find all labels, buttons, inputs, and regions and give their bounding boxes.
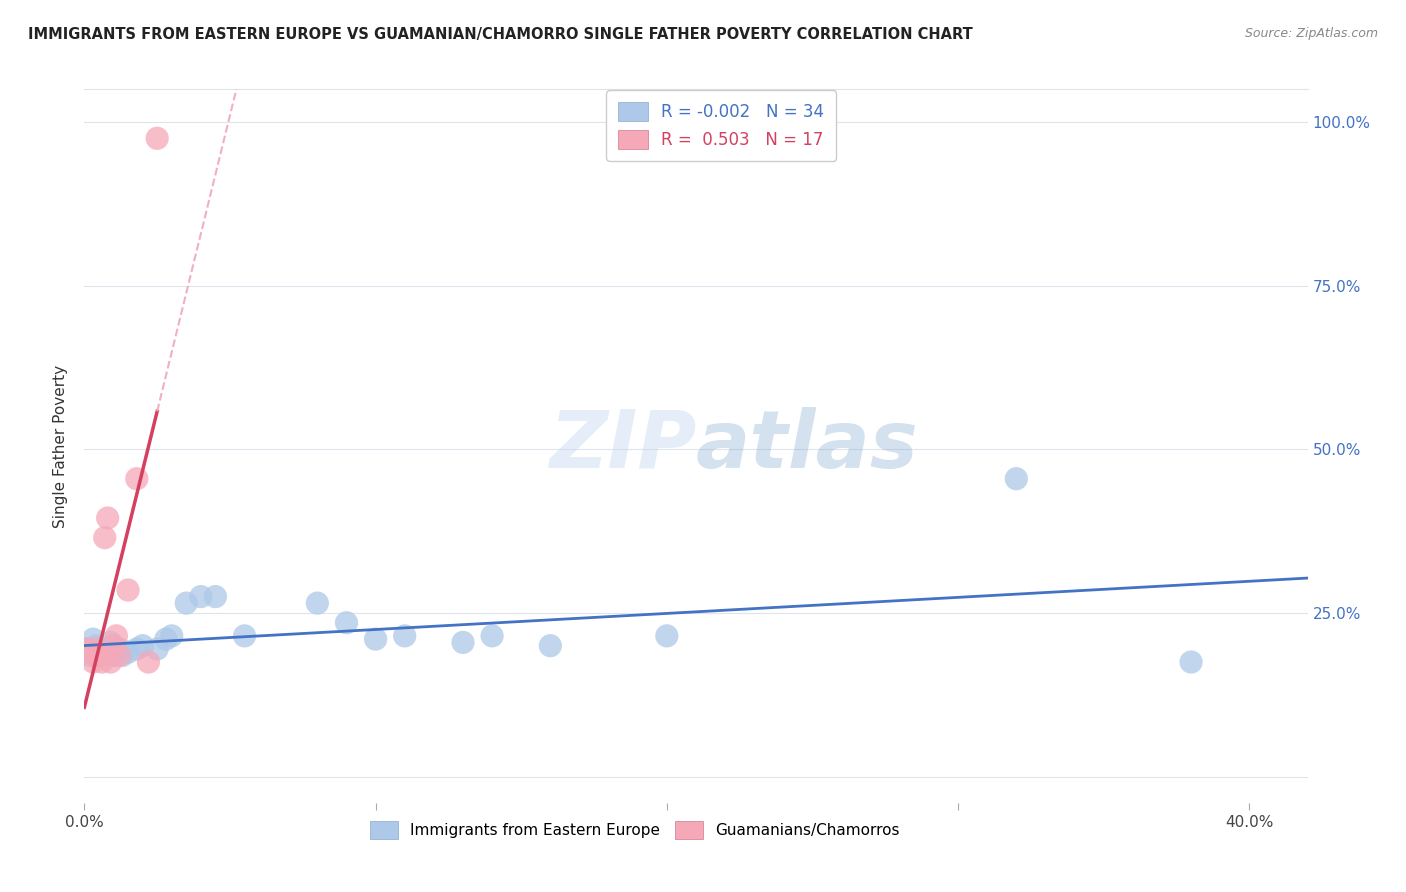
Point bbox=[138, 655, 160, 669]
Point bbox=[97, 511, 120, 525]
Point bbox=[394, 629, 416, 643]
Point bbox=[82, 632, 104, 647]
Point bbox=[364, 632, 387, 647]
Point bbox=[93, 642, 115, 657]
Point bbox=[79, 645, 101, 659]
Point bbox=[105, 629, 128, 643]
Legend: Immigrants from Eastern Europe, Guamanians/Chamorros: Immigrants from Eastern Europe, Guamania… bbox=[364, 815, 905, 845]
Point bbox=[82, 645, 104, 659]
Point bbox=[155, 632, 177, 647]
Point bbox=[174, 596, 197, 610]
Point bbox=[1005, 472, 1028, 486]
Point bbox=[100, 655, 122, 669]
Point bbox=[190, 590, 212, 604]
Point bbox=[481, 629, 503, 643]
Point bbox=[451, 635, 474, 649]
Point bbox=[79, 648, 101, 663]
Text: atlas: atlas bbox=[696, 407, 918, 485]
Point bbox=[125, 642, 148, 657]
Text: Source: ZipAtlas.com: Source: ZipAtlas.com bbox=[1244, 27, 1378, 40]
Point bbox=[117, 582, 139, 597]
Point bbox=[76, 642, 98, 657]
Point bbox=[307, 596, 329, 610]
Point bbox=[335, 615, 357, 630]
Point bbox=[111, 648, 134, 663]
Point bbox=[125, 472, 148, 486]
Point bbox=[90, 655, 112, 669]
Point bbox=[90, 648, 112, 663]
Point bbox=[93, 531, 115, 545]
Text: IMMIGRANTS FROM EASTERN EUROPE VS GUAMANIAN/CHAMORRO SINGLE FATHER POVERTY CORRE: IMMIGRANTS FROM EASTERN EUROPE VS GUAMAN… bbox=[28, 27, 973, 42]
Point bbox=[76, 642, 98, 657]
Point bbox=[105, 645, 128, 659]
Text: ZIP: ZIP bbox=[548, 407, 696, 485]
Point bbox=[87, 645, 110, 659]
Point bbox=[103, 639, 125, 653]
Point bbox=[233, 629, 256, 643]
Point bbox=[103, 648, 125, 663]
Point bbox=[100, 635, 122, 649]
Point bbox=[84, 639, 107, 653]
Point bbox=[655, 629, 678, 643]
Point bbox=[204, 590, 226, 604]
Point bbox=[87, 645, 110, 659]
Point bbox=[108, 642, 131, 657]
Point bbox=[82, 655, 104, 669]
Point bbox=[84, 648, 107, 663]
Point bbox=[538, 639, 561, 653]
Y-axis label: Single Father Poverty: Single Father Poverty bbox=[53, 365, 69, 527]
Point bbox=[131, 639, 153, 653]
Point bbox=[146, 131, 169, 145]
Point bbox=[84, 642, 107, 657]
Point bbox=[97, 645, 120, 659]
Point bbox=[160, 629, 183, 643]
Point bbox=[108, 648, 131, 663]
Point bbox=[117, 645, 139, 659]
Point bbox=[1180, 655, 1202, 669]
Point bbox=[146, 642, 169, 657]
